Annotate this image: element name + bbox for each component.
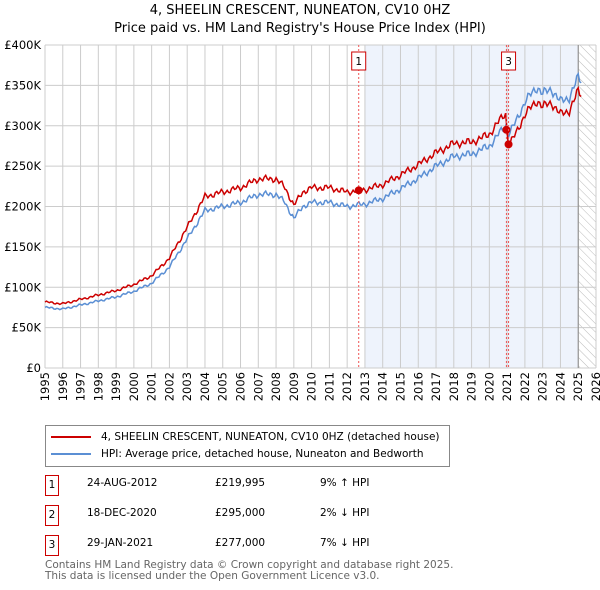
legend-hpi: HPI: Average price, detached house, Nune… — [101, 448, 424, 460]
y-tick-label: £250K — [4, 159, 41, 173]
x-tick-label: 1996 — [56, 372, 70, 401]
y-tick-label: £350K — [4, 78, 41, 92]
sale-price: £295,000 — [215, 507, 266, 519]
y-tick-label: £400K — [4, 38, 41, 52]
property-line — [44, 85, 582, 306]
y-tick-label: £50K — [12, 321, 42, 335]
x-tick-label: 2000 — [127, 372, 141, 401]
x-tick-label: 2002 — [162, 372, 176, 401]
x-tick-label: 1998 — [91, 372, 105, 401]
x-tick-label: 2007 — [251, 372, 265, 401]
sale-number: 1 — [45, 475, 59, 496]
x-tick-label: 2025 — [571, 372, 585, 401]
x-tick-label: 2023 — [536, 372, 550, 401]
footer-line: This data is licensed under the Open Gov… — [45, 570, 380, 582]
x-tick-label: 2009 — [287, 372, 301, 401]
x-tick-label: 2015 — [393, 372, 407, 401]
x-tick-label: 2014 — [376, 372, 390, 401]
y-tick-label: £200K — [4, 200, 41, 214]
sale-date: 24-AUG-2012 — [87, 477, 158, 489]
sale-date: 18-DEC-2020 — [87, 507, 157, 519]
x-tick-label: 2024 — [553, 372, 567, 401]
sale-label: 1 — [355, 56, 362, 68]
sale-price: £219,995 — [215, 477, 266, 489]
chart-title: 4, SHEELIN CRESCENT, NUNEATON, CV10 0HZ — [149, 3, 451, 18]
x-tick-label: 2013 — [358, 372, 372, 401]
x-tick-label: 2019 — [465, 372, 479, 401]
sale-hpi-diff: 2% ↓ HPI — [320, 507, 370, 519]
x-tick-label: 1999 — [109, 372, 123, 401]
sale-label: 3 — [505, 56, 512, 68]
x-tick-label: 2010 — [305, 372, 319, 401]
x-tick-label: 2017 — [429, 372, 443, 401]
x-tick-label: 1997 — [74, 372, 88, 401]
sale-hpi-diff: 9% ↑ HPI — [320, 477, 370, 489]
y-tick-label: £150K — [4, 240, 41, 254]
x-tick-label: 2012 — [340, 372, 354, 401]
x-tick-label: 2011 — [322, 372, 336, 401]
legend-swatch-hpi — [51, 453, 91, 455]
x-tick-label: 2006 — [234, 372, 248, 401]
sale-point — [502, 125, 511, 134]
sale-number: 3 — [45, 535, 59, 556]
x-tick-label: 2026 — [589, 372, 600, 401]
x-tick-label: 2020 — [482, 372, 496, 401]
x-tick-label: 2004 — [198, 372, 212, 401]
x-tick-label: 2016 — [411, 372, 425, 401]
chart-subtitle: Price paid vs. HM Land Registry's House … — [114, 21, 486, 36]
x-tick-label: 2003 — [180, 372, 194, 401]
x-tick-label: 2005 — [216, 372, 230, 401]
sale-label-box — [501, 51, 517, 71]
x-tick-label: 2018 — [447, 372, 461, 401]
x-tick-label: 1995 — [38, 372, 52, 401]
sale-point — [504, 140, 513, 149]
footer: Contains HM Land Registry data © Crown c… — [45, 560, 453, 582]
y-tick-label: £300K — [4, 119, 41, 133]
x-tick-label: 2022 — [518, 372, 532, 401]
y-tick-label: £100K — [4, 280, 41, 294]
sale-label-box — [351, 51, 367, 71]
hpi-line — [44, 71, 582, 311]
x-tick-label: 2001 — [145, 372, 159, 401]
sale-price: £277,000 — [215, 537, 266, 549]
x-tick-label: 2008 — [269, 372, 283, 401]
sale-date: 29-JAN-2021 — [87, 537, 154, 549]
sale-number: 2 — [45, 505, 59, 526]
footer-line: Contains HM Land Registry data © Crown c… — [45, 559, 454, 571]
price-chart: 1995 1996 1997 1998 1999 2000 2001 2002 2003 2004… — [4, 38, 600, 401]
sale-hpi-diff: 7% ↓ HPI — [320, 537, 370, 549]
legend-swatch-property — [51, 436, 91, 438]
legend-property: 4, SHEELIN CRESCENT, NUNEATON, CV10 0HZ … — [101, 431, 440, 443]
x-tick-label: 2021 — [500, 372, 514, 401]
legend: 4, SHEELIN CRESCENT, NUNEATON, CV10 0HZ … — [45, 425, 450, 467]
sale-point — [354, 186, 363, 195]
y-tick-label: £0 — [26, 361, 41, 375]
